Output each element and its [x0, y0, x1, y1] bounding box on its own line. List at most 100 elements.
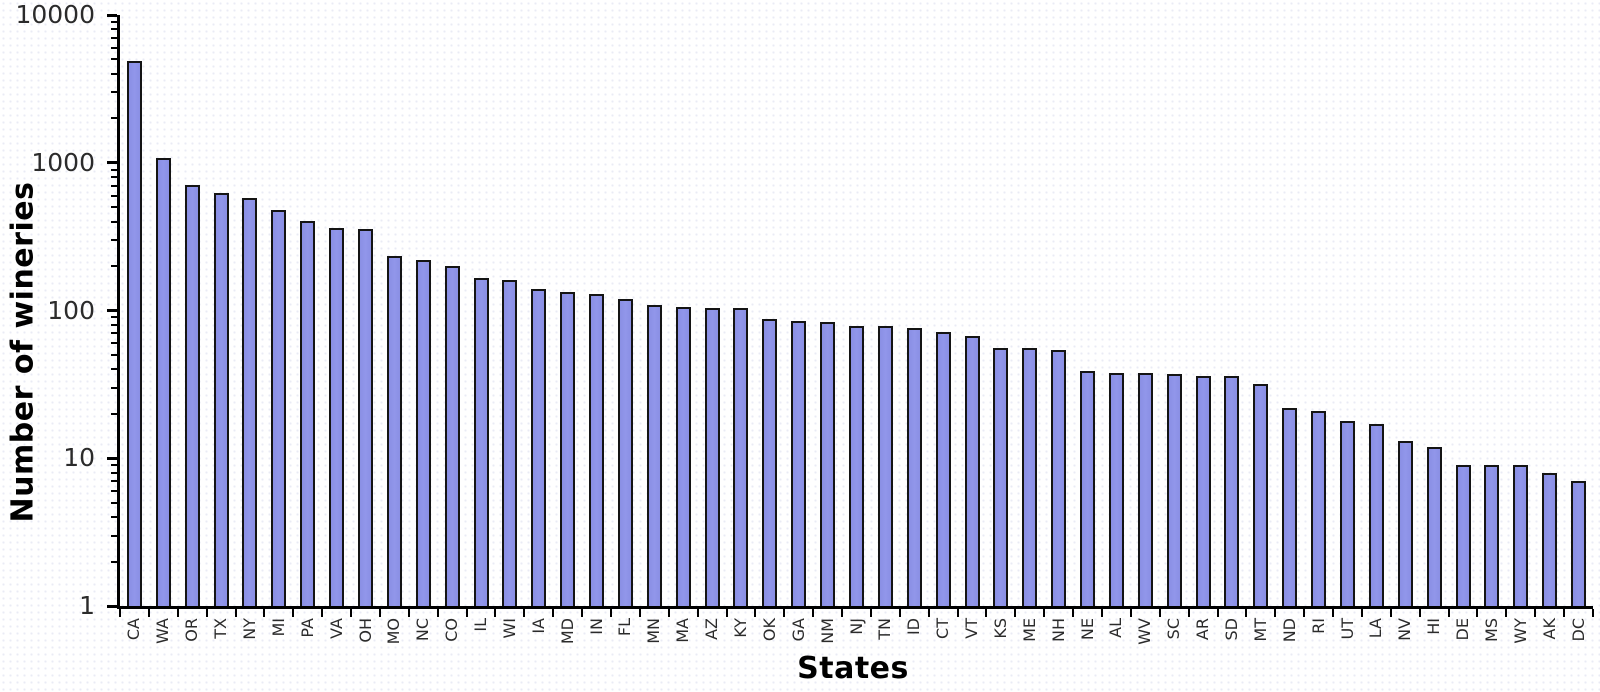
- x-tick-label: SD: [1221, 618, 1241, 641]
- plot-area: CA WA OR TX NY MI PA VA OH MO NC CO IL WI IA MD IN FL MN MA…: [107, 13, 1594, 645]
- x-tick: [725, 609, 728, 617]
- y-minor-tick: [111, 464, 117, 466]
- x-tick: [1187, 609, 1190, 617]
- x-tick-label: CA: [124, 618, 144, 641]
- bar: [473, 278, 489, 606]
- x-tick-label: MN: [644, 618, 664, 644]
- x-tick: [263, 609, 266, 617]
- x-tick: [1014, 609, 1017, 617]
- bar: [502, 280, 518, 606]
- bar: [791, 320, 807, 606]
- bar: [300, 220, 316, 606]
- bar: [589, 293, 605, 606]
- x-tick-label: WA: [153, 618, 173, 644]
- y-minor-tick: [111, 516, 117, 519]
- x-tick-label: PA: [297, 618, 317, 638]
- bar: [1051, 350, 1067, 606]
- x-tick-label: UT: [1337, 618, 1357, 640]
- bar: [1253, 383, 1269, 606]
- x-tick-label: MO: [384, 618, 404, 645]
- x-tick: [667, 609, 670, 617]
- x-tick-label: GA: [788, 618, 808, 642]
- y-minor-tick: [111, 36, 117, 39]
- x-tick: [147, 609, 150, 617]
- x-tick-label: KY: [730, 618, 750, 638]
- x-tick-label: AR: [1193, 618, 1213, 641]
- bar: [906, 328, 922, 606]
- x-tick: [494, 609, 497, 617]
- bar: [964, 336, 980, 606]
- x-tick-label: MS: [1481, 618, 1501, 642]
- x-tick-label: IA: [528, 618, 548, 634]
- x-tick-label: MI: [268, 618, 288, 637]
- x-tick: [321, 609, 324, 617]
- y-minor-tick: [111, 560, 117, 563]
- x-tick-label: VT: [962, 618, 982, 639]
- x-tick: [407, 609, 410, 617]
- x-tick: [378, 609, 381, 617]
- y-minor-tick: [111, 91, 117, 94]
- x-tick: [927, 609, 930, 617]
- x-tick: [696, 609, 699, 617]
- x-tick-label: NC: [413, 618, 433, 642]
- y-minor-tick: [111, 412, 117, 415]
- y-major-tick: [107, 456, 117, 460]
- x-tick-label: WY: [1510, 618, 1530, 644]
- y-minor-tick: [111, 265, 117, 268]
- x-tick-label: ID: [904, 618, 924, 636]
- x-tick: [1158, 609, 1161, 617]
- bar: [1542, 472, 1558, 606]
- bar: [675, 306, 691, 606]
- x-tick-label: ND: [1279, 618, 1299, 643]
- bar: [733, 307, 749, 606]
- bar: [531, 288, 547, 606]
- y-minor-tick: [111, 168, 117, 171]
- x-tick-label: CT: [933, 618, 953, 639]
- y-minor-tick: [111, 176, 117, 179]
- bar: [213, 193, 229, 606]
- y-minor-tick: [111, 368, 117, 371]
- bar: [184, 184, 200, 606]
- y-major-tick: [107, 309, 117, 312]
- y-minor-tick: [111, 342, 117, 345]
- bar: [762, 318, 778, 606]
- x-tick-label: CO: [442, 618, 462, 642]
- x-tick-label: VA: [326, 618, 346, 639]
- bar: [560, 291, 576, 606]
- x-tick-label: OK: [759, 618, 779, 642]
- x-tick: [610, 609, 612, 617]
- bar: [386, 255, 402, 606]
- x-tick: [898, 609, 901, 617]
- x-tick: [1447, 609, 1450, 617]
- x-tick-label: OR: [182, 618, 202, 642]
- bar: [358, 229, 373, 606]
- x-tick-label: IN: [586, 618, 606, 635]
- x-tick-label: DE: [1453, 618, 1473, 641]
- x-tick: [1476, 609, 1479, 617]
- bar: [877, 325, 893, 606]
- x-tick: [205, 609, 208, 617]
- bar: [444, 266, 460, 606]
- bar: [1397, 441, 1413, 606]
- x-tick-label: OH: [355, 618, 375, 643]
- bar: [126, 60, 142, 606]
- y-minor-tick: [111, 58, 117, 61]
- x-tick: [523, 609, 526, 617]
- y-minor-tick: [111, 386, 117, 389]
- y-major-tick: [107, 604, 117, 608]
- y-minor-tick: [111, 534, 117, 537]
- x-tick-label: NY: [239, 618, 259, 640]
- x-tick: [783, 609, 786, 617]
- x-tick: [638, 609, 641, 617]
- x-tick-label: SC: [1164, 618, 1184, 640]
- y-minor-tick: [111, 490, 117, 493]
- x-tick-label: FL: [615, 618, 635, 637]
- x-tick: [292, 609, 295, 617]
- x-tick: [1101, 609, 1103, 617]
- bar: [329, 228, 345, 606]
- bar: [1571, 481, 1587, 606]
- bar: [1426, 446, 1442, 606]
- x-tick: [1129, 609, 1132, 617]
- x-tick: [1389, 609, 1392, 617]
- bar: [1340, 420, 1355, 606]
